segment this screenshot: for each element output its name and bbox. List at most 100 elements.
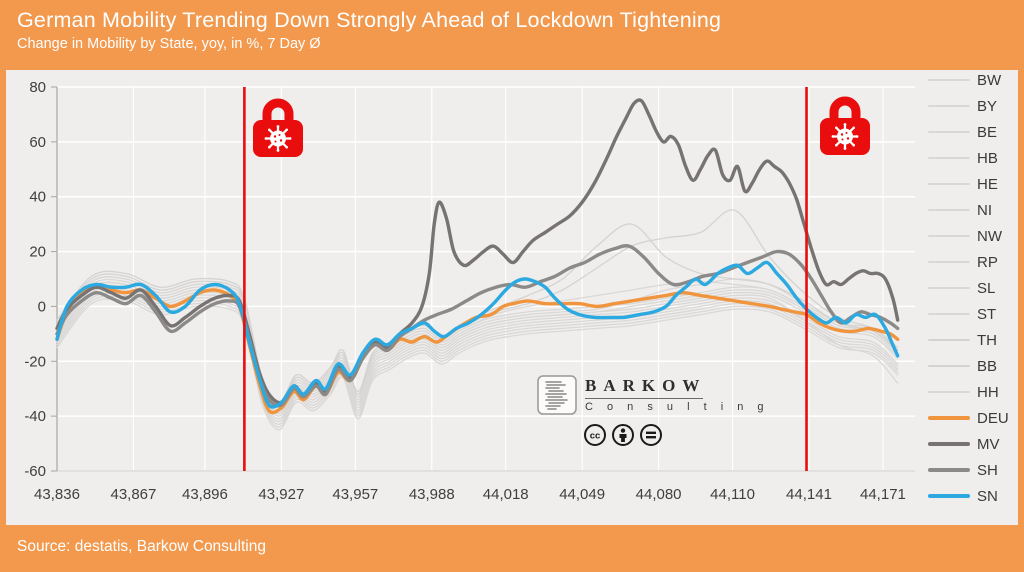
x-tick-label: 43,957 (332, 486, 378, 503)
legend-label-MV: MV (977, 435, 1000, 453)
svg-text:cc: cc (590, 431, 601, 442)
legend-item-HE: HE (928, 171, 1018, 197)
legend-label-DEU: DEU (977, 409, 1009, 427)
series-line-TH (56, 209, 899, 406)
legend-swatch-HH (928, 391, 970, 393)
legend-label-BE: BE (977, 123, 998, 141)
legend-label-NI: NI (977, 201, 992, 219)
legend-swatch-HB (928, 157, 970, 159)
legend-label-SH: SH (977, 461, 998, 479)
x-tick-label: 43,988 (409, 486, 455, 503)
cc-icon: cc (584, 424, 606, 446)
virus-glyph (831, 123, 859, 150)
legend-label-BY: BY (977, 97, 998, 115)
legend-item-RP: RP (928, 249, 1018, 275)
y-tick-label: -20 (24, 353, 46, 370)
legend-label-SN: SN (977, 487, 998, 505)
legend-label-HH: HH (977, 383, 999, 401)
series-line-SH (55, 244, 900, 408)
x-tick-label: 44,049 (559, 486, 605, 503)
legend-swatch-BE (928, 131, 970, 133)
legend-swatch-BY (928, 105, 970, 107)
legend-swatch-MV (928, 442, 970, 446)
series-line-HH (56, 298, 899, 431)
legend-swatch-SH (928, 468, 970, 472)
legend-item-MV: MV (928, 431, 1018, 457)
mobility-line-chart: 43,836 43,867 43,896 43,927 43,957 43,988 44,0… (24, 79, 915, 503)
x-tick-label: 43,867 (110, 486, 156, 503)
legend-label-SL: SL (977, 279, 996, 297)
legend-swatch-ST (928, 313, 970, 315)
barkow-consulting-logo: BARKOW C o n s u l t i n g cc (537, 375, 763, 447)
legend-label-ST: ST (977, 305, 997, 323)
legend-label-HB: HB (977, 149, 998, 167)
x-tick-label: 43,896 (182, 486, 228, 503)
attribution-icon (612, 424, 634, 446)
footer: Source: destatis, Barkow Consulting (0, 525, 1024, 572)
legend-swatch-NW (928, 235, 970, 237)
legend-swatch-NI (928, 209, 970, 211)
brand-name: BARKOW (585, 376, 707, 395)
legend-label-BW: BW (977, 71, 1002, 89)
cc-license-icons: cc (583, 423, 707, 447)
legend-swatch-DEU (928, 416, 970, 420)
legend-item-SH: SH (928, 457, 1018, 483)
legend-swatch-TH (928, 339, 970, 341)
legend-item-HH: HH (928, 379, 1018, 405)
x-tick-label: 43,836 (34, 486, 80, 503)
legend-swatch-SL (928, 287, 970, 289)
series-line-NI (56, 278, 899, 412)
legend-item-BW: BW (928, 67, 1018, 93)
y-tick-label: 0 (38, 298, 46, 315)
barkow-logo-mark-icon (537, 375, 577, 415)
header: German Mobility Trending Down Strongly A… (0, 0, 1024, 70)
chart-legend: BW BY BE HB HE NI NW RP SL ST TH BB HH DEU MV SH SN (928, 67, 1018, 509)
legend-swatch-RP (928, 261, 970, 263)
legend-label-NW: NW (977, 227, 1002, 245)
legend-item-SN: SN (928, 483, 1018, 509)
chart-canvas: 43,836 43,867 43,896 43,927 43,957 43,988 44,0… (6, 70, 1018, 525)
legend-swatch-SN (928, 494, 970, 498)
legend-swatch-BW (928, 79, 970, 81)
brand-divider (585, 398, 703, 399)
x-tick-label: 44,171 (860, 486, 906, 503)
x-tick-label: 44,018 (483, 486, 529, 503)
y-tick-label: -60 (24, 463, 46, 480)
y-tick-label: 60 (29, 134, 46, 151)
legend-item-BY: BY (928, 93, 1018, 119)
page-title: German Mobility Trending Down Strongly A… (17, 8, 722, 32)
legend-label-BB: BB (977, 357, 998, 375)
series-line-SL (56, 295, 899, 428)
legend-item-BE: BE (928, 119, 1018, 145)
page-subtitle: Change in Mobility by State, yoy, in %, … (17, 36, 321, 52)
legend-item-HB: HB (928, 145, 1018, 171)
virus-lockdown-icon-2 (818, 93, 872, 157)
y-tick-label: 40 (29, 189, 46, 206)
x-tick-label: 44,110 (710, 486, 755, 503)
x-tick-label: 44,141 (786, 486, 832, 503)
equal-icon (640, 424, 662, 446)
legend-swatch-HE (928, 183, 970, 185)
legend-swatch-BB (928, 365, 970, 367)
virus-lockdown-icon-1 (251, 95, 305, 159)
legend-item-BB: BB (928, 353, 1018, 379)
series-line-ST (56, 276, 899, 409)
legend-item-DEU: DEU (928, 405, 1018, 431)
legend-label-RP: RP (977, 253, 998, 271)
legend-label-HE: HE (977, 175, 998, 193)
source-note: Source: destatis, Barkow Consulting (17, 538, 266, 555)
legend-item-ST: ST (928, 301, 1018, 327)
legend-item-NW: NW (928, 223, 1018, 249)
virus-padlock-icon (253, 98, 303, 157)
legend-item-SL: SL (928, 275, 1018, 301)
y-tick-label: 80 (29, 79, 46, 96)
legend-item-NI: NI (928, 197, 1018, 223)
y-tick-label: 20 (29, 244, 46, 261)
x-tick-label: 44,080 (636, 486, 682, 503)
series-line-SN (55, 260, 900, 409)
legend-label-TH: TH (977, 331, 997, 349)
x-tick-label: 43,927 (258, 486, 304, 503)
brand-subname: C o n s u l t i n g (585, 401, 769, 413)
virus-padlock-icon (820, 96, 870, 155)
y-tick-label: -40 (24, 408, 46, 425)
